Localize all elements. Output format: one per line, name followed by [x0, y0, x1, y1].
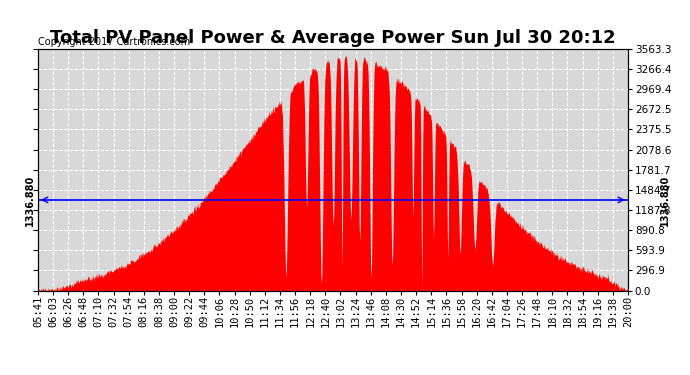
Text: 1336.880: 1336.880 [25, 174, 35, 225]
Text: Copyright 2017 Cartronics.com: Copyright 2017 Cartronics.com [38, 37, 190, 47]
Text: 1336.880: 1336.880 [660, 174, 671, 225]
Title: Total PV Panel Power & Average Power Sun Jul 30 20:12: Total PV Panel Power & Average Power Sun… [50, 29, 615, 47]
